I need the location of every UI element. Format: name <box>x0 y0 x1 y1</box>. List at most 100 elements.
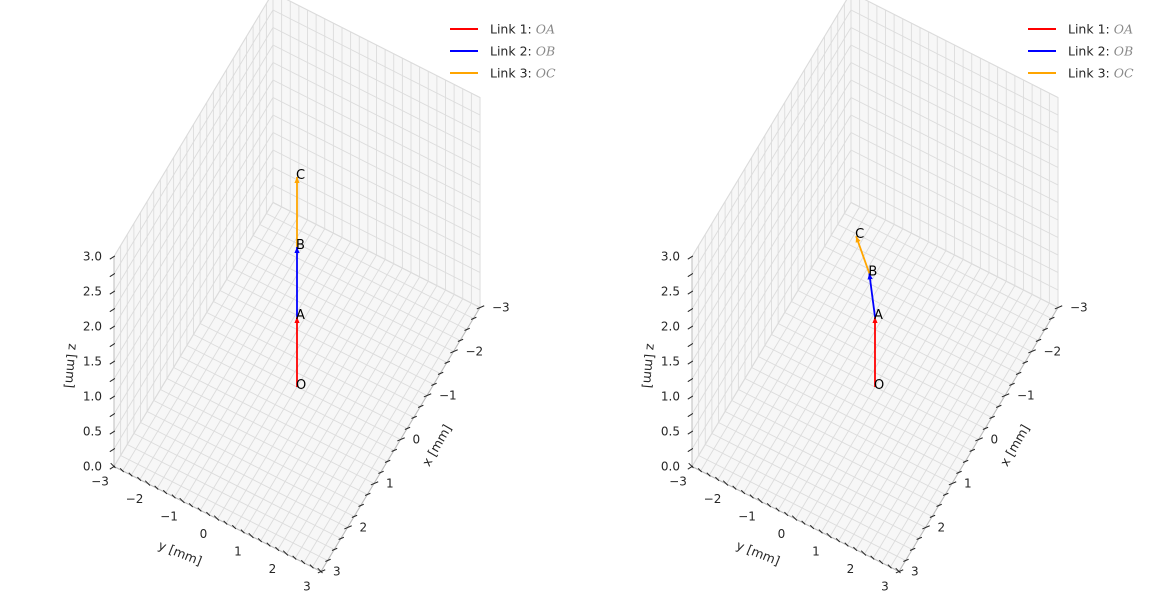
y-tick-mark <box>835 538 841 543</box>
x-tick-mark <box>444 360 451 364</box>
x-tick-mark <box>384 459 391 463</box>
grid-line-wall-z <box>850 132 1059 238</box>
y-tick-mark <box>887 564 892 569</box>
grid-line-wall-z <box>691 167 852 432</box>
legend-math: OA <box>1114 22 1133 37</box>
x-tick-mark <box>916 536 923 540</box>
point-label-C: C <box>296 168 305 183</box>
grid-line-floor-y <box>165 228 326 493</box>
y-tick-mark <box>715 476 720 482</box>
grid-line-floor-y <box>751 232 912 498</box>
x-tick-mark <box>929 514 936 518</box>
grid-line-floor-y <box>225 259 386 524</box>
grid-line-floor-y <box>234 263 395 528</box>
grid-line-wall-z <box>691 97 852 362</box>
x-tick-label: −3 <box>492 301 510 315</box>
x-tick-mark <box>1042 327 1048 331</box>
z-tick-mark <box>687 325 694 330</box>
y-tick-mark <box>775 507 780 512</box>
grid-line-floor-y <box>199 246 360 511</box>
x-tick-mark <box>370 481 379 486</box>
grid-line-floor-y <box>286 289 446 555</box>
grid-line-floor-y <box>820 267 981 533</box>
z-tick-label: 0.5 <box>661 425 680 439</box>
link-arrowhead-3 <box>855 236 861 243</box>
grid-line-wall-z <box>113 114 274 380</box>
x-tick-mark <box>417 404 424 408</box>
grid-line-wall-z <box>113 0 270 257</box>
y-tick-mark <box>791 515 798 521</box>
point-label-B: B <box>296 238 305 253</box>
point-label-O: O <box>296 378 306 393</box>
z-tick-mark <box>687 395 694 400</box>
y-tick-mark <box>282 550 289 556</box>
legend-entry-3: Link 3: OC <box>1068 66 1134 81</box>
y-tick-mark <box>706 472 711 477</box>
z-tick-label: 2.5 <box>661 285 680 299</box>
grid-line-floor-y <box>864 289 1024 555</box>
y-tick-mark <box>826 532 832 539</box>
legend-label: Link 3: <box>490 66 536 81</box>
x-tick-mark <box>364 492 371 496</box>
y-tick-mark <box>257 538 263 543</box>
z-tick-mark <box>109 360 116 365</box>
grid-line-wall-z <box>850 149 1059 256</box>
x-tick-label: −2 <box>1044 345 1062 359</box>
x-tick-mark <box>962 459 969 463</box>
y-tick-mark <box>231 524 237 530</box>
grid-line-wall-z <box>113 62 274 327</box>
z-tick-mark <box>109 290 116 295</box>
grid-line-floor-y <box>889 302 1050 568</box>
grid-line-floor-y <box>173 232 334 498</box>
grid-line-wall-z <box>113 79 274 345</box>
x-tick-mark <box>344 525 352 530</box>
link-line-3 <box>855 235 871 274</box>
grid-line-wall-z <box>691 114 852 380</box>
tick-marks <box>109 255 485 574</box>
y-tick-label: −1 <box>738 510 756 524</box>
x-axis-label: x [mm] <box>419 422 455 469</box>
x-tick-label: 1 <box>964 477 972 491</box>
z-axis-label: z [mm] <box>640 343 659 389</box>
grid-line-wall-z <box>850 184 1059 291</box>
x-tick-label: 3 <box>333 565 341 579</box>
grid-line-wall-z <box>272 202 481 308</box>
z-tick-mark <box>687 360 694 365</box>
z-tick-mark <box>109 325 116 330</box>
y-tick-mark <box>223 520 228 525</box>
z-tick-mark <box>109 377 116 383</box>
y-tick-mark <box>179 497 185 504</box>
point-label-A: A <box>874 308 883 323</box>
link-line-2 <box>868 273 876 318</box>
x-tick-mark <box>476 305 485 310</box>
z-tick-mark <box>109 412 116 418</box>
z-axis-label: z [mm] <box>62 343 81 389</box>
x-tick-mark <box>470 316 477 320</box>
legend-label: Link 1: <box>1068 22 1114 37</box>
grid-line-wall-z <box>691 9 852 275</box>
x-tick-mark <box>1015 371 1022 375</box>
z-tick-mark <box>687 447 694 453</box>
y-tick-mark <box>206 511 211 517</box>
grid-line-floor-y <box>268 281 429 546</box>
grid-line-floor-y <box>786 250 947 515</box>
y-tick-mark <box>818 529 823 534</box>
y-tick-label: −2 <box>704 492 722 506</box>
grid-line-wall-z <box>850 9 1059 116</box>
y-tick-label: −1 <box>160 510 178 524</box>
grid-line-wall-z <box>691 132 852 397</box>
z-tick-mark <box>687 377 694 383</box>
grid-line-wall-z <box>272 62 481 168</box>
grid-line-floor-y <box>803 259 964 524</box>
x-tick-mark <box>1054 305 1063 310</box>
y-tick-mark <box>240 529 245 534</box>
legend-entry-2: Link 2: OB <box>490 44 555 59</box>
grid-line-wall-z <box>850 44 1059 151</box>
x-tick-mark <box>423 393 432 398</box>
z-tick-label: 2.5 <box>83 285 102 299</box>
legend-label: Link 1: <box>490 22 536 37</box>
grid-line-wall-z <box>272 167 481 273</box>
x-tick-mark <box>1035 338 1042 342</box>
grid-line-floor-y <box>182 237 343 502</box>
grid-line-wall-z <box>272 132 481 238</box>
